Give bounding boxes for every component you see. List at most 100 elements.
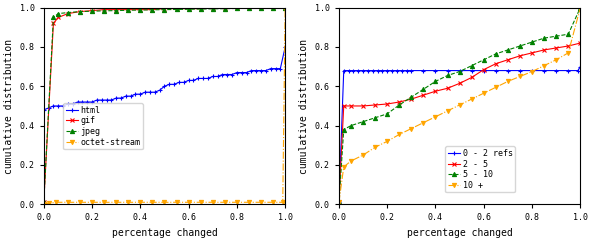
Line: jpeg: jpeg: [41, 6, 287, 204]
gif: [258, 7, 265, 9]
5 - 10: [359, 120, 366, 123]
5 - 10: [468, 64, 475, 67]
5 - 10: [372, 116, 379, 119]
10 +: [432, 115, 439, 118]
gif: [161, 7, 168, 10]
2 - 5: [456, 82, 463, 85]
0 - 2 refs: [335, 201, 342, 204]
2 - 5: [420, 94, 427, 97]
jpeg: [137, 8, 144, 11]
10 +: [420, 121, 427, 124]
10 +: [335, 201, 342, 204]
0 - 2 refs: [355, 69, 362, 72]
0 - 2 refs: [340, 69, 348, 72]
5 - 10: [504, 48, 511, 51]
jpeg: [173, 8, 180, 11]
jpeg: [65, 11, 72, 14]
2 - 5: [504, 58, 511, 61]
5 - 10: [529, 41, 536, 44]
2 - 5: [565, 45, 572, 47]
0 - 2 refs: [565, 69, 572, 72]
gif: [137, 8, 144, 11]
jpeg: [50, 16, 57, 19]
jpeg: [101, 9, 108, 12]
octet-stream: [209, 201, 216, 204]
gif: [101, 8, 108, 11]
0 - 2 refs: [398, 69, 406, 72]
octet-stream: [282, 6, 289, 9]
5 - 10: [420, 88, 427, 91]
octet-stream: [112, 201, 120, 204]
X-axis label: percentage changed: percentage changed: [407, 228, 513, 238]
2 - 5: [577, 42, 584, 45]
10 +: [529, 70, 536, 73]
gif: [282, 6, 289, 9]
jpeg: [185, 8, 192, 11]
2 - 5: [444, 87, 451, 90]
2 - 5: [468, 76, 475, 79]
5 - 10: [516, 45, 523, 47]
0 - 2 refs: [444, 69, 451, 72]
0 - 2 refs: [540, 69, 548, 72]
Line: octet-stream: octet-stream: [41, 6, 287, 206]
octet-stream: [88, 201, 95, 204]
0 - 2 refs: [364, 69, 371, 72]
Line: 5 - 10: 5 - 10: [337, 6, 583, 204]
5 - 10: [348, 124, 355, 127]
10 +: [516, 75, 523, 78]
5 - 10: [432, 80, 439, 83]
jpeg: [112, 9, 120, 12]
2 - 5: [348, 105, 355, 107]
octet-stream: [246, 201, 253, 204]
2 - 5: [372, 104, 379, 106]
gif: [88, 9, 95, 12]
2 - 5: [340, 105, 348, 107]
10 +: [565, 52, 572, 54]
5 - 10: [553, 35, 560, 38]
jpeg: [246, 7, 253, 10]
octet-stream: [40, 203, 47, 206]
html: [277, 67, 284, 70]
X-axis label: percentage changed: percentage changed: [111, 228, 217, 238]
Line: 2 - 5: 2 - 5: [337, 41, 583, 204]
jpeg: [282, 6, 289, 9]
2 - 5: [359, 105, 366, 107]
2 - 5: [553, 46, 560, 49]
octet-stream: [125, 201, 132, 204]
html: [112, 97, 120, 99]
2 - 5: [493, 62, 500, 65]
0 - 2 refs: [420, 69, 427, 72]
octet-stream: [197, 201, 204, 204]
0 - 2 refs: [493, 69, 500, 72]
html: [200, 77, 207, 80]
10 +: [540, 64, 548, 67]
0 - 2 refs: [504, 69, 511, 72]
0 - 2 refs: [408, 69, 415, 72]
2 - 5: [516, 54, 523, 57]
2 - 5: [540, 48, 548, 51]
0 - 2 refs: [553, 69, 560, 72]
0 - 2 refs: [374, 69, 381, 72]
5 - 10: [493, 53, 500, 55]
10 +: [468, 98, 475, 100]
5 - 10: [408, 96, 415, 98]
gif: [185, 7, 192, 10]
gif: [246, 7, 253, 9]
2 - 5: [529, 52, 536, 54]
0 - 2 refs: [393, 69, 400, 72]
0 - 2 refs: [384, 69, 391, 72]
10 +: [348, 159, 355, 162]
jpeg: [125, 9, 132, 12]
octet-stream: [45, 202, 52, 205]
0 - 2 refs: [468, 69, 475, 72]
jpeg: [233, 7, 240, 10]
gif: [221, 7, 229, 10]
0 - 2 refs: [577, 65, 584, 68]
octet-stream: [52, 201, 59, 204]
octet-stream: [233, 201, 240, 204]
5 - 10: [540, 37, 548, 40]
gif: [233, 7, 240, 10]
5 - 10: [565, 33, 572, 36]
gif: [40, 201, 47, 204]
jpeg: [40, 201, 47, 204]
